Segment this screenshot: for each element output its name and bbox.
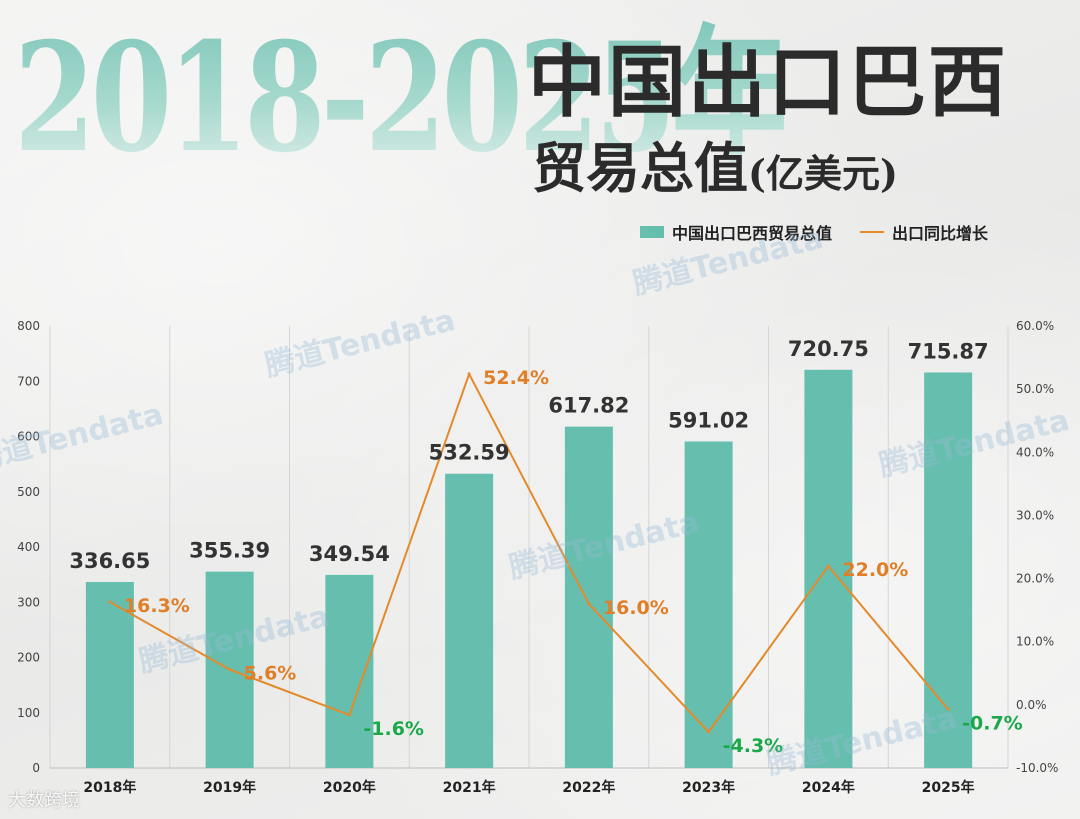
chart-legend: 中国出口巴西贸易总值 出口同比增长 — [640, 220, 988, 244]
right-tick-label: 10.0% — [1016, 635, 1054, 649]
legend-item-line: 出口同比增长 — [860, 220, 988, 244]
growth-point — [467, 372, 471, 376]
x-tick-label: 2021年 — [443, 779, 496, 796]
growth-value-label: 5.6% — [244, 662, 297, 684]
left-tick-label: 0 — [32, 761, 40, 775]
right-tick-label: 60.0% — [1016, 319, 1054, 333]
title-main: 贸易总值 — [532, 136, 748, 200]
growth-point — [587, 602, 591, 606]
bar-value-label: 336.65 — [69, 549, 150, 573]
left-tick-label: 400 — [17, 540, 40, 554]
title-unit: (亿美元) — [748, 151, 898, 196]
left-tick-label: 800 — [17, 319, 40, 333]
growth-value-label: 52.4% — [483, 367, 549, 389]
right-tick-label: 0.0% — [1016, 698, 1047, 712]
source-logo-text: 大数跨境 — [8, 790, 80, 811]
growth-value-label: 16.3% — [124, 595, 190, 617]
left-tick-label: 300 — [17, 595, 40, 609]
x-tick-label: 2025年 — [922, 779, 975, 796]
title-line-2: 贸易总值(亿美元) — [532, 124, 898, 203]
bar — [445, 473, 494, 768]
right-tick-label: 50.0% — [1016, 382, 1054, 396]
left-tick-label: 700 — [17, 374, 40, 388]
legend-line-swatch — [860, 231, 885, 233]
growth-point — [347, 713, 351, 717]
legend-item-bar: 中国出口巴西贸易总值 — [640, 220, 832, 244]
left-tick-label: 200 — [17, 651, 40, 665]
bar-value-label: 715.87 — [908, 339, 989, 363]
bar-value-label: 720.75 — [788, 337, 869, 361]
bar — [85, 582, 134, 768]
left-tick-label: 100 — [17, 706, 40, 720]
growth-value-label: -0.7% — [962, 712, 1023, 734]
bar — [804, 369, 853, 768]
growth-point — [946, 707, 950, 711]
left-tick-label: 500 — [17, 485, 40, 499]
right-tick-label: 30.0% — [1016, 508, 1054, 522]
bar — [684, 441, 733, 768]
legend-bar-swatch — [640, 226, 664, 238]
big-year-heading: 2018-2025年 — [14, 10, 789, 186]
bar-value-label: 591.02 — [668, 408, 749, 432]
growth-point — [826, 564, 830, 568]
growth-value-label: 22.0% — [842, 559, 908, 581]
bar-value-label: 349.54 — [309, 542, 390, 566]
growth-line — [109, 371, 949, 734]
growth-point — [707, 730, 711, 734]
legend-bar-label: 中国出口巴西贸易总值 — [672, 224, 833, 243]
bar-value-label: 617.82 — [548, 394, 629, 418]
growth-value-label: -1.6% — [363, 718, 424, 740]
growth-point — [108, 600, 112, 604]
right-tick-label: 20.0% — [1016, 572, 1054, 586]
right-tick-label: 40.0% — [1016, 445, 1054, 459]
growth-point — [228, 667, 232, 671]
legend-line-label: 出口同比增长 — [892, 224, 989, 243]
x-tick-label: 2019年 — [203, 779, 256, 796]
bar-value-label: 532.59 — [429, 441, 510, 465]
title-line-1: 中国出口巴西 — [528, 37, 1009, 128]
growth-value-label: 16.0% — [603, 597, 669, 619]
x-tick-label: 2024年 — [802, 779, 855, 796]
x-tick-label: 2023年 — [682, 779, 735, 796]
bar — [564, 426, 613, 768]
bar — [924, 372, 973, 768]
x-tick-label: 2020年 — [323, 779, 376, 796]
left-tick-label: 600 — [17, 430, 40, 444]
x-tick-label: 2018年 — [83, 779, 136, 796]
x-tick-label: 2022年 — [562, 779, 615, 796]
growth-value-label: -4.3% — [723, 735, 784, 757]
bar-value-label: 355.39 — [189, 539, 270, 563]
right-tick-label: -10.0% — [1016, 761, 1058, 775]
